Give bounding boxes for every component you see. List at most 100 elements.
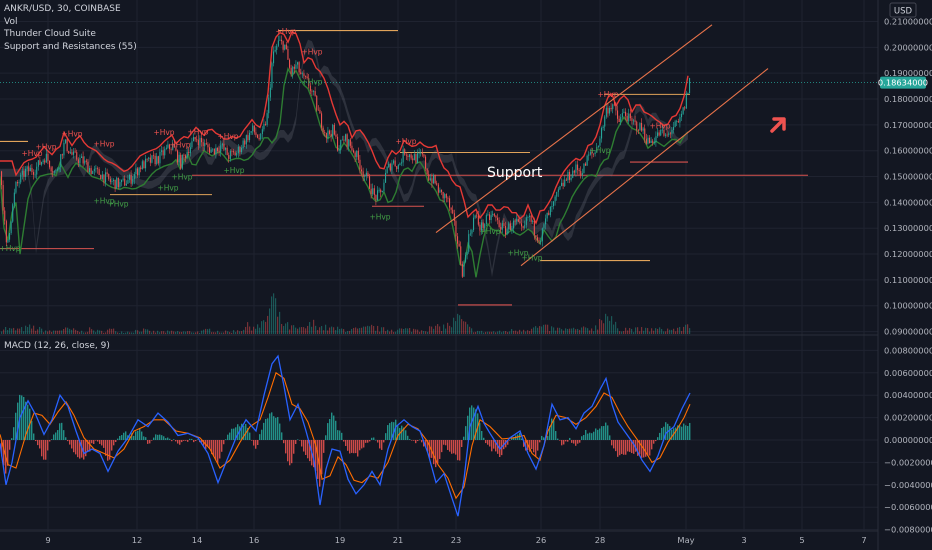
volume-bar [441,331,443,334]
volume-bar [461,319,463,334]
macd-histogram-bar [391,421,393,440]
volume-bar [525,331,527,334]
macd-histogram-bar [649,440,651,456]
macd-histogram-bar [579,440,581,443]
volume-bar [399,328,401,334]
candle-body [370,188,372,195]
volume-bar [327,330,329,334]
time-tick-label: 5 [799,535,804,545]
volume-bar [371,324,373,334]
volume-bar [15,330,17,334]
time-axis[interactable]: 9 12 14 16 19 21 23 26 28 May 3 5 7 [45,535,866,545]
volume-bar [495,332,497,334]
candle-body [103,174,105,183]
volume-bar [131,332,133,334]
volume-bar [51,331,53,334]
volume-bar [45,330,47,334]
volume-bar [123,333,125,334]
indicator-vol[interactable]: Vol [4,16,18,27]
candle-body [409,154,411,158]
candle-body [177,150,179,163]
volume-bar [523,329,525,334]
macd-histogram-bar [435,440,437,468]
price-tick-label: 0.17000000 [884,120,932,130]
hvp-label: +Hvp [187,128,208,137]
candle-body [652,140,654,144]
candle-body [116,177,118,189]
volume-bar [595,325,597,334]
macd-histogram-bar [629,440,631,452]
volume-bar [149,330,151,334]
volume-bar [67,327,69,334]
volume-bar [457,313,459,334]
volume-bar [305,328,307,334]
candle-body [393,160,395,164]
macd-histogram-bar [153,437,155,440]
macd-histogram-bar [607,425,609,440]
volume-bar [527,330,529,334]
macd-histogram-bar [51,439,53,440]
indicator-thunder-cloud[interactable]: Thunder Cloud Suite [4,29,96,39]
candle-body [241,147,243,153]
candle-body [405,154,407,156]
macd-histogram-bar [193,440,195,443]
volume-bar [439,326,441,334]
volume-bar [491,331,493,334]
candle-body [485,215,487,225]
candle-body [561,182,563,186]
volume-bar [389,331,391,334]
macd-histogram-bar [69,440,71,445]
volume-bar [591,328,593,334]
macd-histogram-bar [505,440,507,448]
currency-button[interactable]: USD [889,2,917,18]
candle-body [316,95,318,110]
candle-body [503,223,505,226]
macd-histogram-bar [511,438,513,440]
candle-body [453,213,455,222]
volume-bar [565,328,567,334]
candle-body [626,115,628,122]
candle-body [650,140,652,144]
candle-body [412,158,414,161]
symbol-line[interactable]: ANKR/USD, 30, COINBASE [4,4,121,14]
macd-histogram-bar [565,440,567,442]
candle-body [301,73,303,75]
volume-bar [531,328,533,334]
volume-bar [93,330,95,334]
candle-body [338,149,340,151]
macd-histogram-bar [255,440,257,449]
currency-label: USD [894,7,913,17]
candle-body [365,172,367,177]
macd-histogram-bar [71,440,73,449]
macd-histogram-bar [463,436,465,440]
macd-axis[interactable]: 0.00800000 0.00600000 0.00400000 0.00200000… [884,345,932,534]
candle-body [513,220,515,229]
candle-body [457,236,459,244]
macd-histogram-bar [513,437,515,440]
channel-line [520,68,769,267]
macd-histogram-bar [345,440,347,446]
macd-histogram-bar [107,440,109,461]
candle-body [474,215,476,218]
candle-body [444,194,446,199]
volume-bar [511,329,513,334]
candle-body [148,157,150,159]
candle-body [213,148,215,155]
candle-body [572,170,574,178]
volume-bar [459,315,461,334]
volume-bar [295,327,297,334]
volume-bar [503,331,505,334]
candle-body [521,223,523,227]
indicator-support-resistance[interactable]: Support and Resistances (55) [4,41,137,52]
volume-bar [581,327,583,334]
candle-body [317,109,319,111]
macd-histogram-bar [583,435,585,440]
candle-body [325,132,327,138]
macd-legend[interactable]: MACD (12, 26, close, 9) [4,341,110,351]
macd-histogram-bar [197,439,199,440]
price-axis[interactable]: 0.21000000 0.20000000 0.19000000 0.18000000… [884,17,932,337]
macd-histogram-bar [63,430,65,440]
candle-body [265,123,267,125]
candle-body [258,137,260,140]
